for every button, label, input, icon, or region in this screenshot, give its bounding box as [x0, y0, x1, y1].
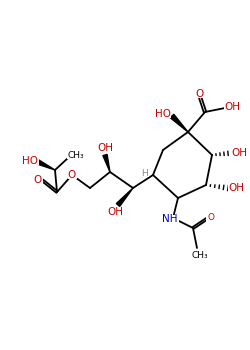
Bar — [191, 252, 209, 260]
Text: OH: OH — [228, 183, 244, 193]
Text: O: O — [195, 89, 203, 99]
Bar — [107, 208, 123, 216]
Text: O: O — [68, 170, 76, 180]
Bar — [224, 103, 240, 111]
Polygon shape — [37, 160, 55, 170]
Bar — [141, 169, 149, 176]
Text: O: O — [208, 214, 214, 223]
Text: HO: HO — [155, 109, 171, 119]
Text: H: H — [142, 168, 148, 177]
Bar — [97, 144, 113, 152]
Text: NH: NH — [162, 214, 178, 224]
Bar — [33, 176, 43, 183]
Text: OH: OH — [107, 207, 123, 217]
Bar — [231, 149, 247, 157]
Text: OH: OH — [224, 102, 240, 112]
Polygon shape — [116, 188, 133, 206]
Text: O: O — [34, 175, 42, 185]
Bar — [22, 157, 38, 165]
Bar — [155, 110, 171, 118]
Polygon shape — [170, 114, 188, 132]
Text: HO: HO — [22, 156, 38, 166]
Polygon shape — [103, 154, 110, 172]
Text: OH: OH — [231, 148, 247, 158]
Text: OH: OH — [97, 143, 113, 153]
Bar — [206, 215, 216, 222]
Bar — [161, 215, 179, 223]
Text: CH₃: CH₃ — [192, 252, 208, 260]
Bar — [194, 91, 204, 98]
Bar — [228, 184, 244, 192]
Bar — [68, 172, 76, 178]
Text: CH₃: CH₃ — [68, 150, 84, 160]
Bar — [67, 151, 85, 159]
